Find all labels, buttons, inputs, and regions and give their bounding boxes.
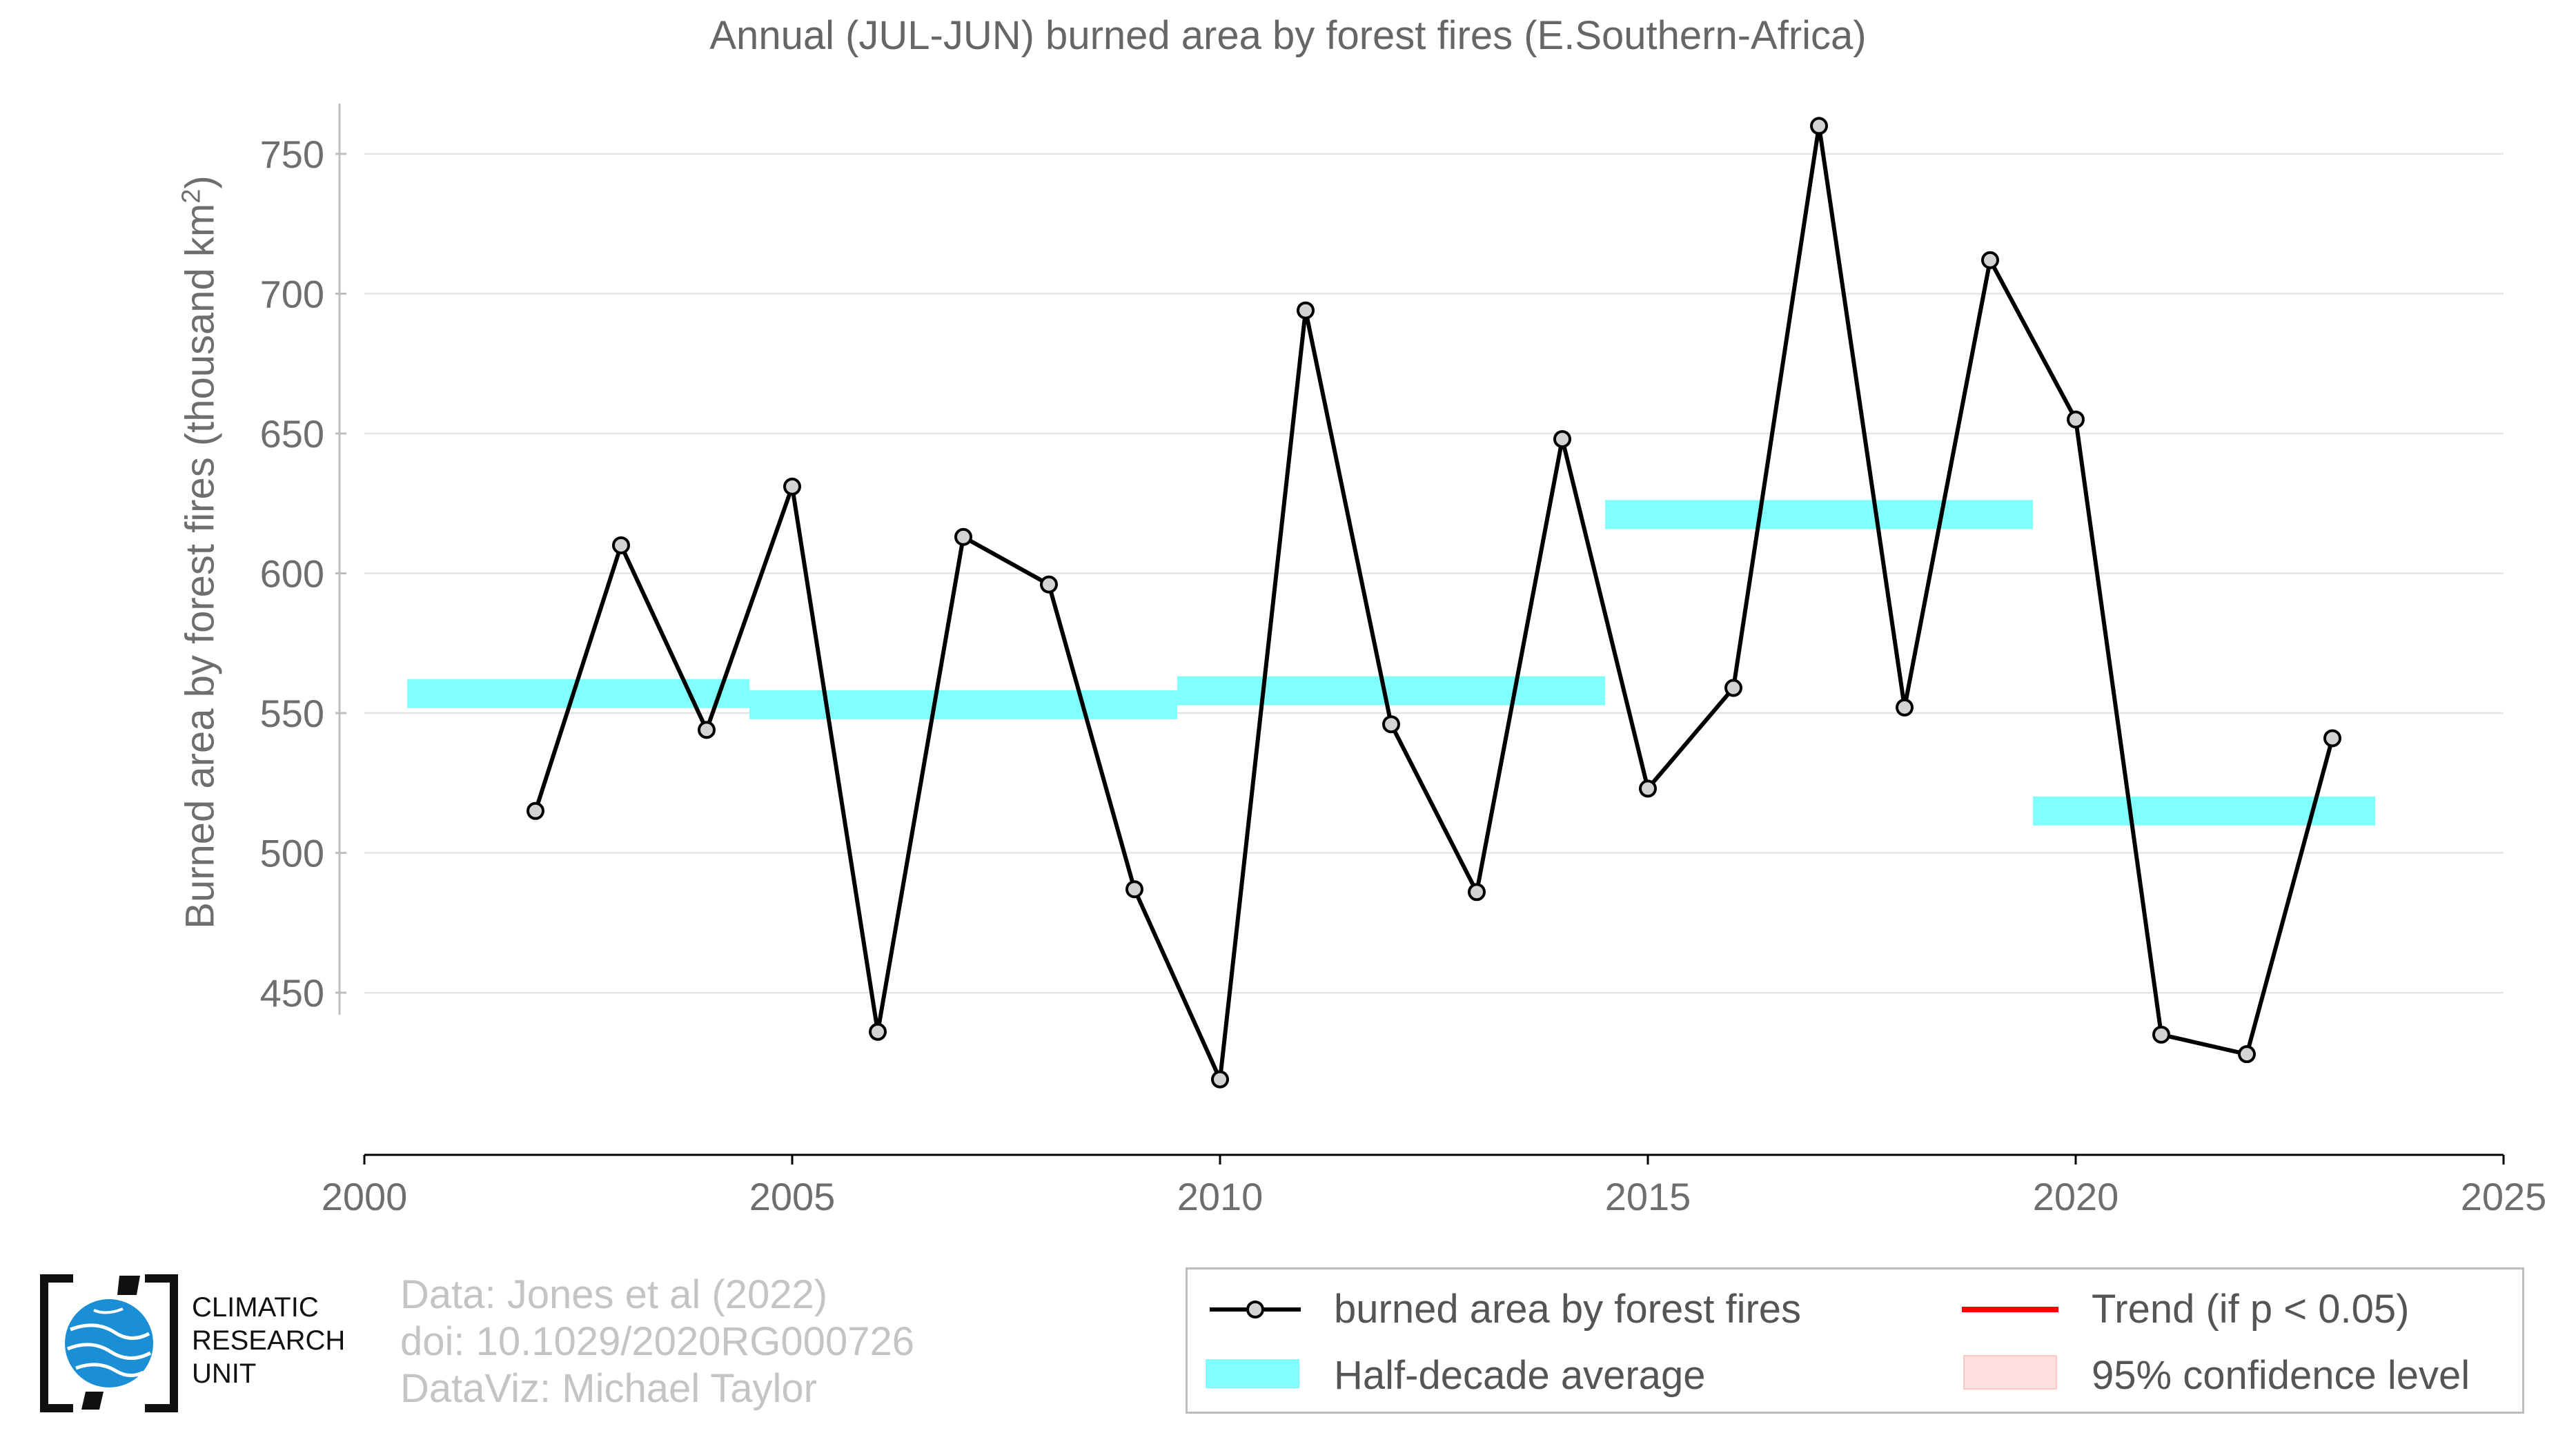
credit-doi: doi: 10.1029/2020RG000726 <box>400 1319 914 1364</box>
data-point-2004 <box>698 721 716 739</box>
data-series <box>527 117 2341 1089</box>
y-tick-label-550: 550 <box>260 692 324 735</box>
x-tick-label-2025: 2025 <box>2461 1175 2547 1218</box>
cru-logo-text: CLIMATIC RESEARCH UNIT <box>192 1291 345 1390</box>
x-tick-label-2000: 2000 <box>322 1175 408 1218</box>
half-decade-bar-2 <box>1177 676 1605 705</box>
legend-half-decade-swatch <box>1206 1359 1299 1388</box>
credits: Data: Jones et al (2022) doi: 10.1029/20… <box>400 1272 914 1412</box>
data-point-2010 <box>1211 1070 1229 1089</box>
data-point-2022 <box>2238 1045 2256 1064</box>
data-point-2023 <box>2323 729 2341 748</box>
data-point-2015 <box>1639 779 1657 798</box>
legend-half-decade-label: Half-decade average <box>1334 1353 1706 1398</box>
x-tick-label-2010: 2010 <box>1177 1175 1264 1218</box>
legend: burned area by forest fires Half-decade … <box>1186 1267 2524 1414</box>
data-point-2007 <box>954 527 972 546</box>
credit-data-source: Data: Jones et al (2022) <box>400 1272 828 1317</box>
y-tick-label-650: 650 <box>260 412 324 456</box>
data-point-2019 <box>1981 251 1999 269</box>
y-tick-label-450: 450 <box>260 971 324 1015</box>
y-tick-label-750: 750 <box>260 133 324 176</box>
half-decade-bands <box>407 500 2375 826</box>
half-decade-bar-4 <box>2033 796 2375 826</box>
data-point-2003 <box>612 536 630 554</box>
data-point-2008 <box>1040 575 1058 594</box>
legend-trend-swatch <box>1962 1307 2058 1312</box>
legend-series-label: burned area by forest fires <box>1334 1287 1802 1332</box>
legend-confidence-label: 95% confidence level <box>2092 1353 2470 1398</box>
legend-line-marker-icon <box>1210 1301 1301 1318</box>
logo-line-unit: UNIT <box>192 1359 257 1389</box>
x-tick-label-2015: 2015 <box>1605 1175 1691 1218</box>
legend-trend-label: Trend (if p < 0.05) <box>2092 1287 2410 1332</box>
data-point-2011 <box>1297 301 1315 320</box>
credit-dataviz: DataViz: Michael Taylor <box>400 1366 817 1411</box>
half-decade-bar-1 <box>749 690 1177 719</box>
cru-logo-icon <box>40 1274 178 1412</box>
data-point-2002 <box>527 801 544 820</box>
x-tick-label-2020: 2020 <box>2033 1175 2119 1218</box>
data-point-2020 <box>2067 410 2085 429</box>
chart-title: Annual (JUL-JUN) burned area by forest f… <box>709 13 1867 58</box>
data-point-2013 <box>1468 883 1486 902</box>
data-point-2016 <box>1724 679 1742 697</box>
y-tick-label-600: 600 <box>260 552 324 595</box>
data-point-2009 <box>1125 880 1143 899</box>
logo-line-research: RESEARCH <box>192 1325 346 1356</box>
series-line <box>533 124 2334 1082</box>
y-tick-label-500: 500 <box>260 832 324 875</box>
data-point-2018 <box>1896 698 1914 717</box>
data-point-2014 <box>1553 430 1571 449</box>
data-point-2017 <box>1810 117 1828 135</box>
logo-line-climatic: CLIMATIC <box>192 1292 319 1323</box>
data-point-2005 <box>783 477 801 496</box>
y-axis-label: Burned area by forest fires (thousand km… <box>177 175 223 929</box>
data-point-2021 <box>2152 1025 2170 1044</box>
gridlines <box>364 153 2504 994</box>
y-tick-label-700: 700 <box>260 272 324 315</box>
data-point-2012 <box>1382 715 1400 734</box>
x-tick-label-2005: 2005 <box>749 1175 836 1218</box>
half-decade-bar-3 <box>1605 500 2033 529</box>
data-point-2006 <box>869 1022 887 1041</box>
axes: 450 500 550 600 650 700 750 2000 2005 2010 2015 202… <box>260 104 2547 1218</box>
legend-confidence-swatch <box>1963 1355 2057 1390</box>
